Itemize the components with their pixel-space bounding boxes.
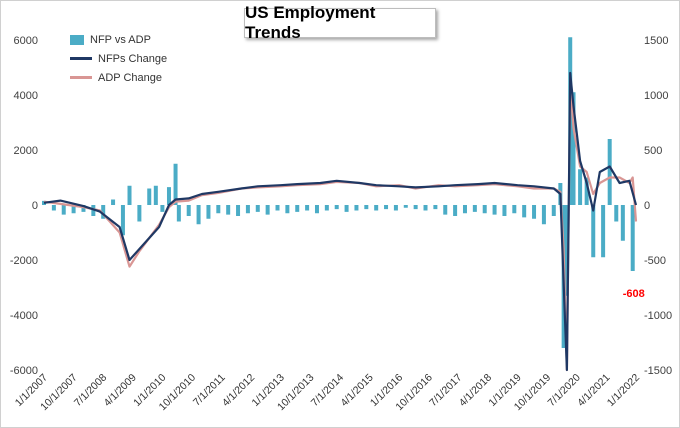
bar-nfp-vs-adp bbox=[71, 205, 76, 214]
bar-nfp-vs-adp bbox=[160, 205, 165, 212]
bar-nfp-vs-adp bbox=[354, 205, 359, 211]
bar-nfp-vs-adp bbox=[236, 205, 241, 216]
chart-legend: NFP vs ADP NFPs Change ADP Change bbox=[70, 30, 178, 87]
bar-nfp-vs-adp bbox=[176, 205, 181, 222]
bar-nfp-vs-adp bbox=[453, 205, 458, 216]
bar-nfp-vs-adp bbox=[403, 205, 408, 208]
bar-nfp-vs-adp bbox=[607, 139, 612, 205]
bar-nfp-vs-adp bbox=[166, 187, 171, 205]
bar-nfp-vs-adp bbox=[314, 205, 319, 214]
bar-nfp-vs-adp bbox=[173, 163, 178, 205]
bar-nfp-vs-adp bbox=[364, 205, 369, 210]
legend-item-nfps-change: NFPs Change bbox=[70, 49, 178, 68]
chart-title: US Employment Trends bbox=[244, 3, 436, 42]
bar-nfp-vs-adp bbox=[532, 205, 537, 219]
y-left-tick-label: 4000 bbox=[14, 90, 38, 102]
legend-label: ADP Change bbox=[98, 71, 163, 84]
bar-nfp-vs-adp bbox=[120, 205, 125, 236]
y-right-tick-label: 500 bbox=[644, 145, 662, 157]
y-left-tick-label: 0 bbox=[32, 200, 38, 212]
x-tick-label: 1/1/2022 bbox=[605, 372, 642, 409]
bar-nfp-vs-adp bbox=[137, 205, 142, 222]
bar-nfp-vs-adp bbox=[571, 92, 576, 205]
y-right-tick-label: 0 bbox=[644, 200, 650, 212]
bar-nfp-vs-adp bbox=[81, 205, 86, 212]
annotation-label: -608 bbox=[623, 288, 645, 300]
y-right-tick-label: -1000 bbox=[644, 310, 672, 322]
bar-nfp-vs-adp bbox=[584, 177, 589, 205]
bar-nfp-vs-adp bbox=[334, 205, 339, 210]
bar-nfp-vs-adp bbox=[285, 205, 290, 214]
bar-nfp-vs-adp bbox=[630, 205, 635, 271]
bar-nfp-vs-adp bbox=[42, 200, 46, 205]
line-adp-change bbox=[43, 82, 638, 372]
bar-nfp-vs-adp bbox=[374, 205, 379, 211]
legend-label: NFP vs ADP bbox=[90, 33, 151, 46]
bar-nfp-vs-adp bbox=[614, 205, 619, 222]
bar-nfp-vs-adp bbox=[512, 205, 517, 214]
bar-nfp-vs-adp bbox=[51, 205, 56, 211]
bar-nfp-vs-adp bbox=[101, 205, 106, 219]
legend-swatch-bar bbox=[70, 34, 84, 45]
y-left-tick-label: -6000 bbox=[10, 365, 38, 377]
y-left-tick-label: -2000 bbox=[10, 255, 38, 267]
bar-nfp-vs-adp bbox=[541, 205, 546, 225]
y-right-tick-label: -500 bbox=[644, 255, 666, 267]
bar-nfp-vs-adp bbox=[443, 205, 448, 215]
bar-nfp-vs-adp bbox=[295, 205, 300, 212]
y-right-tick-label: -1500 bbox=[644, 365, 672, 377]
y-left-tick-label: 6000 bbox=[14, 35, 38, 47]
bar-nfp-vs-adp bbox=[578, 169, 583, 205]
legend-swatch-line bbox=[70, 57, 92, 60]
bar-nfp-vs-adp bbox=[196, 205, 201, 225]
bar-nfp-vs-adp bbox=[564, 205, 569, 296]
bar-nfp-vs-adp bbox=[216, 205, 221, 214]
bar-nfp-vs-adp bbox=[384, 205, 389, 210]
bar-nfp-vs-adp bbox=[275, 205, 280, 211]
bar-nfp-vs-adp bbox=[492, 205, 497, 215]
bar-nfp-vs-adp bbox=[265, 205, 270, 215]
bar-nfp-vs-adp bbox=[153, 185, 158, 205]
legend-label: NFPs Change bbox=[98, 52, 168, 65]
bar-nfp-vs-adp bbox=[423, 205, 428, 211]
y-left-tick-label: -4000 bbox=[10, 310, 38, 322]
bar-nfp-vs-adp bbox=[226, 205, 231, 215]
bar-nfp-vs-adp bbox=[601, 205, 606, 258]
y-left-tick-label: 2000 bbox=[14, 145, 38, 157]
bar-nfp-vs-adp bbox=[147, 188, 152, 205]
legend-swatch-line bbox=[70, 76, 92, 79]
bar-nfp-vs-adp bbox=[413, 205, 418, 210]
bar-nfp-vs-adp bbox=[522, 205, 527, 218]
legend-item-nfp-vs-adp: NFP vs ADP bbox=[70, 30, 178, 49]
y-right-tick-label: 1500 bbox=[644, 35, 668, 47]
bar-nfp-vs-adp bbox=[344, 205, 349, 212]
bar-nfp-vs-adp bbox=[551, 205, 556, 216]
bar-nfp-vs-adp bbox=[620, 205, 625, 241]
bar-nfp-vs-adp bbox=[305, 205, 310, 211]
bar-nfp-vs-adp bbox=[482, 205, 487, 214]
bar-nfp-vs-adp bbox=[111, 199, 116, 205]
bar-nfp-vs-adp bbox=[502, 205, 507, 216]
bar-nfp-vs-adp bbox=[462, 205, 467, 214]
bar-nfp-vs-adp bbox=[61, 205, 66, 215]
bar-nfp-vs-adp bbox=[433, 205, 438, 210]
bar-nfp-vs-adp bbox=[186, 205, 191, 216]
bar-nfp-vs-adp bbox=[255, 205, 260, 212]
line-nfps-change bbox=[43, 71, 638, 372]
bar-nfp-vs-adp bbox=[127, 185, 132, 205]
bar-nfp-vs-adp bbox=[324, 205, 329, 211]
y-right-tick-label: 1000 bbox=[644, 90, 668, 102]
bar-nfp-vs-adp bbox=[591, 205, 596, 258]
bar-nfp-vs-adp bbox=[206, 205, 211, 219]
bar-nfp-vs-adp bbox=[245, 205, 250, 214]
bar-nfp-vs-adp bbox=[393, 205, 398, 211]
legend-item-adp-change: ADP Change bbox=[70, 68, 178, 87]
bar-nfp-vs-adp bbox=[472, 205, 477, 212]
